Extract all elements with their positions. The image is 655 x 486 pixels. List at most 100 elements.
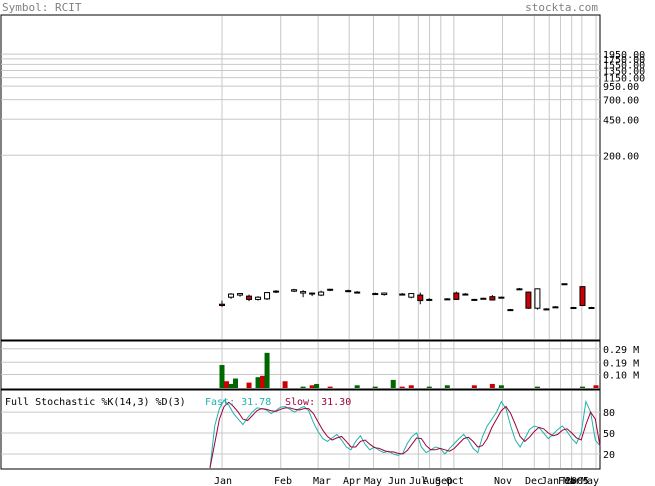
volume-bar (219, 365, 225, 388)
candle-body (327, 288, 334, 291)
candle-body (246, 295, 253, 300)
x-tick-label: Oct (446, 476, 464, 486)
volume-bar (372, 386, 378, 388)
volume-bar (426, 386, 432, 388)
volume-bars (219, 352, 599, 388)
fast-label: Fast: 31.78 (205, 397, 271, 408)
volume-bar (327, 386, 333, 388)
candle-body (588, 307, 595, 310)
volume-tick-label: 0.29 M (603, 345, 639, 356)
candle-body (444, 298, 451, 301)
candle-body (219, 303, 225, 307)
price-tick-label-dense: 1950.00 (603, 50, 645, 61)
volume-bar (471, 385, 477, 388)
x-tick-label: May (581, 476, 599, 486)
candle-body (570, 307, 577, 310)
candle-body (345, 290, 352, 293)
candle-body (381, 292, 388, 296)
stochastic-lines (209, 399, 601, 469)
x-tick-label: Jan (214, 476, 232, 486)
volume-bar (354, 385, 360, 388)
slow-line (209, 401, 601, 469)
volume-bar (264, 352, 270, 388)
volume-axis: 0.29 M 0.19 M0.10 M (603, 345, 639, 382)
volume-bar (593, 385, 599, 388)
volume-bar (408, 385, 414, 388)
x-tick-label: Mar (313, 476, 331, 486)
candle-body (408, 293, 415, 298)
stoch-tick-label: 80 (603, 408, 615, 419)
grid-lines (1, 16, 600, 468)
candle-body (489, 296, 496, 301)
price-tick-label: 200.00 (603, 151, 639, 162)
candle-body (399, 293, 406, 296)
volume-bar (444, 385, 450, 388)
candle-body (534, 288, 541, 309)
x-tick-label: Jan (541, 476, 559, 486)
candle-body (273, 290, 280, 293)
candle-body (579, 286, 586, 307)
candle-body (525, 291, 532, 309)
volume-tick-label: 0.10 M (603, 370, 639, 381)
x-tick-label: Apr (343, 476, 361, 486)
candle-body (417, 294, 424, 302)
candle-body (426, 298, 433, 301)
price-tick-label-dense: 950.00 (603, 82, 639, 93)
candle-body (480, 297, 487, 300)
candle-body (561, 283, 568, 286)
candle-body (543, 308, 550, 311)
price-tick-label: 700.00 (603, 96, 639, 107)
volume-bar (314, 383, 320, 388)
price-axis: 200.00 450.00 700.00 950.001150.001350.0015… (603, 50, 645, 162)
volume-bar (498, 385, 504, 388)
site-name: stockta.com (525, 1, 598, 14)
stochastic-panel (0, 389, 601, 470)
candle-body (471, 298, 478, 301)
stochastic-title: Full Stochastic %K(14,3) %D(3) (5, 397, 186, 408)
volume-bar (233, 378, 239, 388)
price-tick-label-dense: 1550.00 (603, 60, 645, 71)
volume-bar (489, 383, 495, 388)
price-tick-label-dense: 1150.00 (603, 74, 645, 85)
symbol-label: Symbol: RCIT (2, 1, 82, 14)
price-tick-label-dense: 1750.00 (603, 55, 645, 66)
volume-bar (300, 386, 306, 388)
x-tick-label: May (364, 476, 382, 486)
candle-body (516, 288, 523, 291)
candle-body (507, 309, 514, 312)
stoch-tick-label: 50 (603, 429, 615, 440)
candlesticks (219, 283, 595, 312)
candle-body (228, 293, 235, 298)
stochastic-axis: 80 50 20 (603, 408, 615, 461)
candle-body (264, 292, 271, 300)
volume-bar (579, 386, 585, 388)
x-tick-label: Jun (388, 476, 406, 486)
x-tick-label: 2005 (565, 476, 589, 486)
x-tick-label: Feb (274, 476, 292, 486)
candle-body (300, 291, 307, 294)
candle-body (552, 306, 559, 309)
candle-body (453, 292, 460, 300)
volume-bar (246, 382, 252, 388)
candle-body (498, 296, 505, 299)
volume-bar (282, 381, 288, 388)
price-tick-label: 450.00 (603, 115, 639, 126)
price-panel (0, 14, 601, 341)
volume-bar (390, 379, 396, 388)
volume-tick-label: 0.19 M (603, 358, 639, 369)
x-tick-label: Feb (558, 476, 576, 486)
volume-bar (260, 375, 266, 388)
volume-bar (309, 385, 315, 388)
candle-body (372, 293, 379, 296)
candle-body (462, 293, 469, 296)
x-tick-label: Aug (423, 476, 441, 486)
x-tick-label: Sep (435, 476, 453, 486)
x-tick-label: Mar (563, 476, 581, 486)
x-tick-label: Dec (525, 476, 543, 486)
candle-body (354, 291, 361, 294)
volume-bar (228, 383, 234, 388)
price-tick-label-dense: 1350.00 (603, 66, 645, 77)
candle-body (237, 293, 244, 296)
